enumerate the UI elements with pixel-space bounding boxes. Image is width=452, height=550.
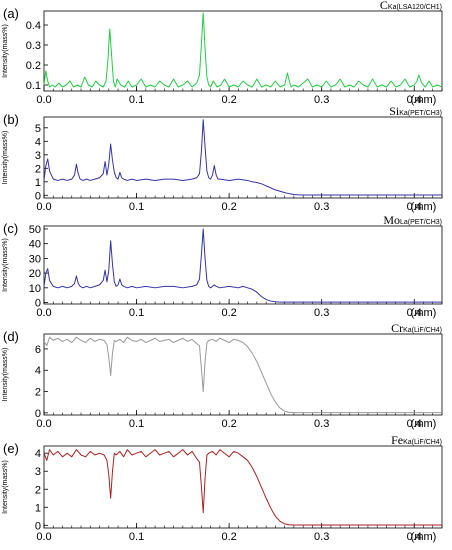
x-tick-label: 0.3 [314,531,329,543]
element-line-label: CrKa(LiF/CH4) [391,321,442,335]
y-tick-label: 30 [29,253,41,265]
x-tick-label: 0.4 [407,307,422,319]
data-line [43,449,442,526]
xray-line-tag: Ka(PET/CH3) [399,110,442,117]
panel-label: (b) [3,112,19,127]
y-tick-label: 6 [35,344,41,356]
x-tick-label: 0.4 [407,418,422,430]
x-tick-label: 0.0 [36,94,51,106]
x-tick-label: 0.1 [129,201,144,213]
x-tick-label: 0.3 [314,307,329,319]
y-tick-label: 0 [35,520,41,532]
y-tick-label: 4 [35,365,41,377]
y-tick-label: 0 [35,408,41,420]
y-tick-label: 50 [29,224,41,236]
element-symbol: Cr [391,321,403,335]
x-tick-label: 0.2 [221,418,236,430]
y-tick-label: 0.2 [26,60,41,72]
x-tick-label: 0.1 [129,94,144,106]
x-tick-label: 0.2 [221,531,236,543]
plot-frame [43,333,443,416]
x-axis-unit: (mm) [411,201,437,213]
xray-line-tag: Ka(LiF/CH4) [403,439,442,446]
x-axis-unit: (mm) [411,94,437,106]
chart-panel-4: 0.0 0.1 0.2 0.3 0.4 0 2 4 6 Intensity(mass%) (d) Cr… [2,321,443,430]
x-tick-label: 0.4 [407,94,422,106]
x-tick-label: 0.0 [36,307,51,319]
y-tick-label: 0 [35,190,41,202]
chart-panel-3: 0.0 0.1 0.2 0.3 0.4 0 10 20 30 40 50 Intensity(mass… [2,213,443,319]
y-axis-label: Intensity(mass%) [2,348,9,402]
x-tick-label: 0.0 [36,531,51,543]
x-tick-label: 0.0 [36,418,51,430]
x-tick-label: 0.0 [36,201,51,213]
y-tick-label: 1 [35,177,41,189]
y-tick-label: 2 [35,387,41,399]
y-tick-label: 2 [35,484,41,496]
panel-label: (e) [3,441,19,456]
y-tick-label: 4 [35,448,41,460]
x-tick-label: 0.1 [129,418,144,430]
data-line [43,228,442,303]
y-tick-label: 0 [35,298,41,310]
element-line-label: MoLa(PET/CH3) [383,213,442,227]
x-tick-label: 0.2 [221,201,236,213]
element-line-label: SiKa(PET/CH3) [389,104,442,118]
element-symbol: Mo [383,213,400,227]
panel-label: (a) [3,6,19,21]
y-tick-label: 0.3 [26,40,41,52]
plot-frame [43,445,443,529]
x-axis-unit: (mm) [411,531,437,543]
x-tick-label: 0.2 [221,307,236,319]
element-symbol: C [380,0,388,12]
chart-panel-1: 0.0 0.1 0.2 0.3 0.4 0.1 0.2 0.3 0.4 Intensity(mas… [2,0,443,106]
y-axis-label: Intensity(mass%) [2,131,9,185]
data-line [43,336,442,414]
element-symbol: Fe [391,433,403,447]
element-line-label: CKa(LSA120/CH1) [380,0,442,12]
element-symbol: Si [389,104,400,118]
data-line [43,119,442,196]
y-tick-label: 0.4 [26,20,41,32]
panel-label: (d) [3,329,19,344]
y-tick-label: 3 [35,466,41,478]
y-tick-label: 40 [29,239,41,251]
plot-frame [43,10,443,92]
x-tick-label: 0.3 [314,201,329,213]
y-tick-label: 1 [35,502,41,514]
panel-label: (c) [3,221,18,236]
y-tick-label: 3 [35,150,41,162]
x-tick-label: 0.1 [129,531,144,543]
y-axis-label: Intensity(mass%) [2,460,9,514]
y-tick-label: 2 [35,163,41,175]
chart-panel-2: 0.0 0.1 0.2 0.3 0.4 01 23 45 Intensity(mass%) (b)… [2,104,443,213]
x-tick-label: 0.1 [129,307,144,319]
chart-panel-5: 0.0 0.1 0.2 0.3 0.4 0 1 2 3 4 Intensity(mass%) (e) F… [2,433,443,543]
y-axis-label: Intensity(mass%) [2,24,9,78]
x-tick-label: 0.3 [314,418,329,430]
xray-line-tag: La(PET/CH3) [400,219,442,226]
x-axis-unit: (mm) [411,418,437,430]
plot-frame [43,116,443,199]
x-tick-label: 0.3 [314,94,329,106]
y-tick-label: 0.1 [26,80,41,92]
x-tick-label: 0.4 [407,531,422,543]
x-tick-label: 0.2 [221,94,236,106]
x-tick-label: 0.4 [407,201,422,213]
y-tick-label: 10 [29,283,41,295]
x-axis-unit: (mm) [411,307,437,319]
xray-line-tag: Ka(LSA120/CH1) [388,4,442,11]
element-line-label: FeKa(LiF/CH4) [391,433,442,447]
y-tick-label: 4 [35,136,41,148]
y-tick-label: 5 [35,123,41,135]
data-line [43,12,443,88]
plot-frame [43,225,443,305]
y-axis-label: Intensity(mass%) [2,238,9,292]
y-tick-label: 20 [29,268,41,280]
xray-line-tag: Ka(LiF/CH4) [403,327,442,334]
